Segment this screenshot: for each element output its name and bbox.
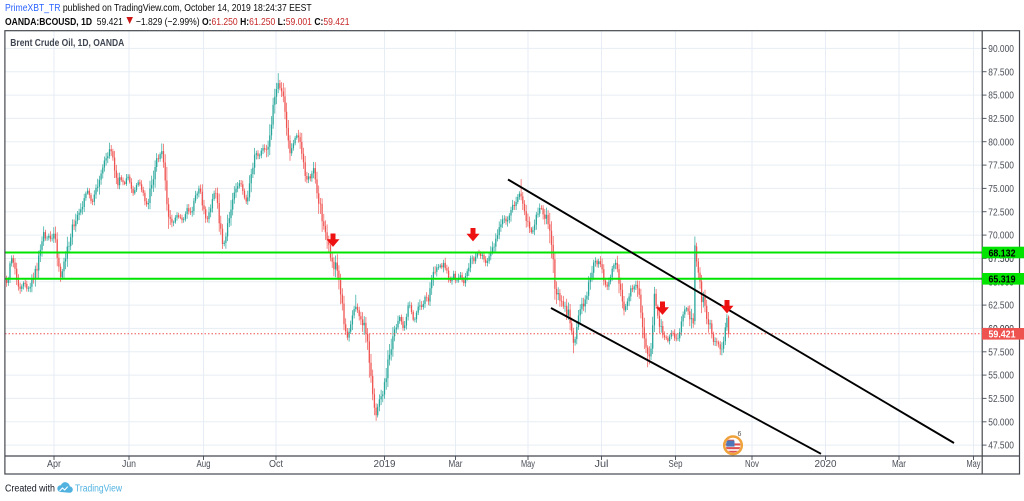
svg-text:2020: 2020 — [815, 459, 837, 470]
svg-text:47.500: 47.500 — [988, 441, 1014, 452]
svg-text:May: May — [967, 459, 981, 470]
svg-text:82.500: 82.500 — [988, 114, 1014, 125]
svg-text:Jun: Jun — [122, 459, 136, 470]
svg-text:Oct: Oct — [269, 459, 283, 470]
svg-text:59.421: 59.421 — [989, 329, 1016, 341]
svg-text:62.500: 62.500 — [988, 301, 1014, 312]
svg-text:80.000: 80.000 — [988, 137, 1014, 148]
svg-text:85.000: 85.000 — [988, 91, 1014, 102]
svg-text:55.000: 55.000 — [988, 371, 1014, 382]
svg-text:2019: 2019 — [374, 459, 396, 470]
svg-text:65.319: 65.319 — [989, 274, 1016, 286]
svg-text:Created with: Created with — [5, 484, 55, 495]
svg-text:May: May — [521, 459, 535, 470]
svg-text:75.000: 75.000 — [988, 184, 1014, 195]
svg-text:Jul: Jul — [595, 459, 609, 470]
svg-text:67.500: 67.500 — [988, 254, 1014, 265]
svg-text:52.500: 52.500 — [988, 394, 1014, 405]
svg-text:6: 6 — [738, 431, 742, 438]
svg-text:Brent Crude Oil, 1D, OANDA: Brent Crude Oil, 1D, OANDA — [10, 38, 124, 49]
svg-text:Apr: Apr — [47, 459, 62, 470]
svg-text:Mar: Mar — [892, 459, 907, 470]
svg-text:Aug: Aug — [197, 459, 211, 470]
svg-text:72.500: 72.500 — [988, 207, 1014, 218]
svg-text:68.132: 68.132 — [989, 247, 1016, 259]
svg-text:90.000: 90.000 — [988, 44, 1014, 55]
svg-text:67.500: 67.500 — [988, 254, 1014, 265]
svg-text:Mar: Mar — [449, 459, 464, 470]
svg-text:87.500: 87.500 — [988, 67, 1014, 78]
svg-text:50.000: 50.000 — [988, 417, 1014, 428]
svg-text:57.500: 57.500 — [988, 347, 1014, 358]
svg-text:Nov: Nov — [745, 459, 759, 470]
svg-text:Sep: Sep — [669, 459, 683, 470]
svg-text:TradingView: TradingView — [75, 484, 123, 495]
svg-text:77.500: 77.500 — [988, 161, 1014, 172]
svg-text:70.000: 70.000 — [988, 231, 1014, 242]
